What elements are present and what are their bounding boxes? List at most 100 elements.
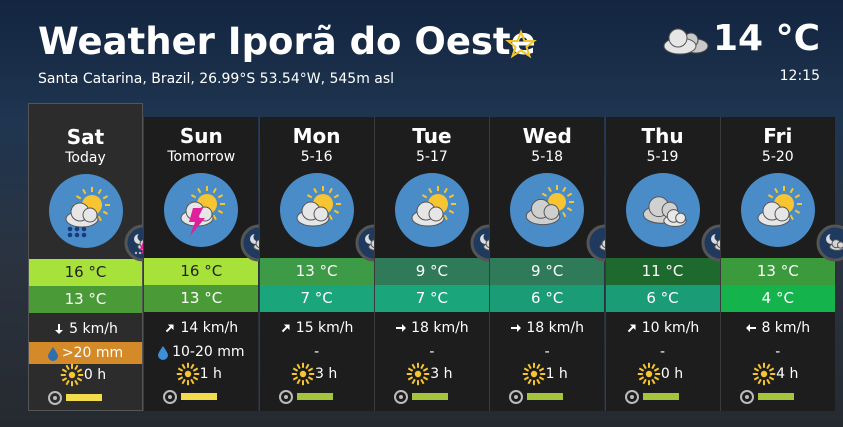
sun-ray	[523, 367, 529, 372]
uv-bar	[66, 394, 102, 401]
sun-ray	[769, 376, 775, 381]
day-weather-icon	[625, 173, 700, 247]
uv-bar	[181, 393, 218, 400]
uv-row	[163, 390, 218, 404]
wind-arrow	[166, 324, 175, 333]
high-temperature: 13 °C	[259, 258, 374, 285]
sun-ray	[306, 194, 312, 199]
sun-ray	[753, 376, 760, 381]
favorite-star[interactable]	[505, 29, 537, 59]
sun-icon	[407, 362, 430, 386]
sun-ray	[443, 214, 448, 221]
wind-arrow	[396, 324, 407, 332]
arrow	[396, 324, 407, 332]
sun-ray	[292, 367, 299, 372]
uv-icon	[624, 390, 639, 404]
uv-icon	[278, 390, 293, 404]
cloud-part	[774, 206, 790, 222]
sun-ray	[769, 367, 775, 372]
wind-row: 14 km/h	[144, 318, 258, 338]
rain-drop	[67, 232, 73, 238]
sun-ray	[408, 376, 414, 381]
day-subtitle: 5-16	[300, 149, 333, 165]
cloud-part	[837, 241, 843, 249]
wind-arrow	[627, 324, 636, 333]
sun-icon	[522, 362, 545, 386]
sun	[530, 370, 537, 378]
precipitation: -	[429, 344, 435, 360]
wind-arrow	[55, 324, 64, 334]
sun-ray	[82, 188, 87, 195]
sun-hours: 0 h	[660, 366, 684, 382]
day-weather-icon	[740, 173, 815, 247]
uv-bar	[527, 393, 564, 400]
sun-ray	[61, 377, 68, 382]
day-weather-icon	[279, 173, 354, 247]
uv-icon-dot	[168, 395, 173, 399]
sun-ray	[789, 187, 794, 194]
wind-speed: 15 km/h	[295, 320, 354, 336]
wind-speed: 18 km/h	[526, 320, 584, 336]
sun-ray	[191, 194, 197, 199]
rain-drop	[81, 232, 87, 238]
uv-icon-dot	[53, 396, 57, 400]
high-temperature: 16 °C	[144, 258, 259, 285]
wind-speed: 5 km/h	[69, 321, 118, 337]
sun-ray	[443, 187, 448, 194]
precipitation-row: -	[490, 341, 604, 363]
drop-icon	[158, 345, 169, 360]
sun-row: 0 h	[606, 362, 720, 386]
sun-ray	[547, 186, 553, 193]
wind-arrow	[746, 324, 757, 332]
location-subtitle: Santa Catarina, Brazil, 26.99°S 53.54°W,…	[38, 71, 395, 87]
sun-ray	[197, 187, 202, 194]
sun-row: 4 h	[721, 362, 835, 386]
drop	[47, 346, 58, 361]
precipitation-row: -	[721, 341, 835, 363]
uv-icon-dot	[514, 395, 519, 399]
sun-ray	[753, 367, 760, 372]
sun-ray	[567, 192, 573, 197]
sun-icon	[176, 362, 199, 386]
arrow	[627, 324, 636, 333]
uv-row	[624, 390, 679, 404]
rain-drop	[74, 232, 80, 238]
sun-ray	[65, 379, 70, 386]
precipitation: 10-20 mm	[172, 344, 245, 360]
sun-ray	[527, 363, 532, 370]
sun-icon	[291, 362, 315, 386]
day-subtitle: 5-17	[416, 149, 448, 165]
sun-ray	[102, 195, 109, 200]
low-temperature: 13 °C	[29, 286, 142, 313]
uv-icon	[163, 390, 178, 404]
precipitation: -	[314, 344, 320, 360]
low-temperature: 6 °C	[605, 285, 720, 312]
low-temperature: 7 °C	[259, 285, 374, 312]
sun-ray	[97, 188, 102, 195]
uv-icon-dot	[744, 395, 749, 399]
wind-speed: 8 km/h	[761, 320, 811, 336]
rain-drop	[139, 251, 142, 255]
sun-row: 1 h	[490, 362, 604, 386]
sun-ray	[75, 195, 82, 200]
sun-ray	[794, 209, 800, 214]
low-temperature: 13 °C	[144, 285, 259, 312]
arrow	[511, 324, 522, 332]
day-weather-icon	[394, 173, 469, 247]
sun-row: 3 h	[260, 362, 374, 386]
wind-arrow	[281, 324, 290, 333]
current-temperature: 14 °C	[712, 18, 820, 59]
sun-ray	[420, 363, 425, 370]
sun-ray	[102, 210, 109, 215]
sun-ray	[296, 363, 301, 370]
sun-ray	[177, 367, 183, 372]
sun-ray	[653, 376, 660, 381]
uv-icon-dot	[283, 395, 288, 399]
sun-ray	[411, 378, 417, 385]
sun-hours: 3 h	[314, 366, 338, 382]
uv-row	[48, 391, 102, 405]
day-name: Fri	[763, 124, 793, 148]
uv-icon	[48, 391, 62, 405]
day-subtitle: 5-18	[531, 149, 564, 165]
sun-ray	[189, 378, 195, 385]
